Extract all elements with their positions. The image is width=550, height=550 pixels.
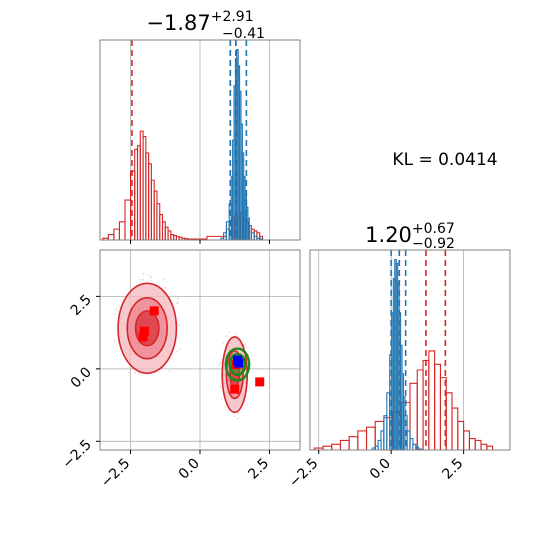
p2-ytick-label: 0.0 <box>68 364 95 391</box>
joint-density-panel: −2.5 0.0 2.5 −2.5 0.0 2.5 <box>59 249 301 491</box>
p1-series-blue <box>220 48 264 240</box>
p2-ytick-label: −2.5 <box>59 437 94 472</box>
p2-sample-point <box>176 350 179 353</box>
p3-xtick-label: −2.5 <box>286 456 321 491</box>
panel3-title-value: 1.20 <box>365 223 412 247</box>
p2-sample-point <box>224 406 227 408</box>
p2-sample-point <box>128 371 130 374</box>
p2-sample-point <box>138 372 140 375</box>
p3-bin <box>486 445 494 450</box>
panel1-title: −1.87+2.91 <box>146 9 253 35</box>
p3-xtick-label: 0.0 <box>367 456 394 483</box>
p2-sample-point <box>219 384 222 387</box>
panel1-histograms <box>102 48 264 240</box>
green-contour-level-1 <box>224 347 251 382</box>
red-square-marker <box>230 384 240 394</box>
panel3-title-lower: −0.92 <box>412 236 455 252</box>
p2-sample-point <box>222 342 225 345</box>
red-square-marker <box>149 306 159 316</box>
p2-sample-point <box>219 361 221 364</box>
p2-sample-point <box>113 313 116 315</box>
p2-sample-point <box>163 278 166 281</box>
panel3-frame <box>309 249 511 451</box>
p2-sample-point <box>228 331 231 334</box>
red-square-marker <box>139 326 149 336</box>
p2-sample-point <box>169 292 171 294</box>
p2-sample-point <box>169 370 171 372</box>
panel1-title-value: −1.87 <box>146 11 210 35</box>
panel1-quantile-lines <box>131 40 248 240</box>
panel3-quantile-lines <box>390 250 447 450</box>
red-square-marker <box>255 377 265 387</box>
p2-sample-point <box>233 415 236 418</box>
panel3-title-upper: +0.67 <box>412 221 455 237</box>
p2-sample-point <box>134 371 136 374</box>
p2-xtick-label: −2.5 <box>98 456 133 491</box>
p2-sample-point <box>237 417 239 420</box>
p2-ytick-label: 2.5 <box>68 292 95 319</box>
panel1-title-lower: −0.41 <box>222 26 265 42</box>
p2-sample-point <box>115 308 118 310</box>
p2-sample-point <box>177 301 179 304</box>
panel1-tick-marks <box>130 240 270 244</box>
p2-sample-point <box>150 276 153 279</box>
p2-sample-point <box>177 297 179 300</box>
marginal-histogram-param1: −1.87+2.91 −0.41 <box>99 9 301 244</box>
panel3-title: 1.20+0.67 <box>365 221 455 247</box>
p2-xtick-label: 0.0 <box>176 456 203 483</box>
panel3-ticks: −2.5 0.0 2.5 <box>286 450 466 491</box>
p3-xtick-label: 2.5 <box>439 456 466 483</box>
p2-sample-point <box>218 364 221 366</box>
p2-sample-point <box>148 274 151 277</box>
p2-sample-point <box>164 286 167 289</box>
p2-sample-point <box>114 339 116 341</box>
p2-sample-point <box>245 403 248 406</box>
p2-sample-point <box>244 343 247 345</box>
p2-sample-point <box>235 333 237 336</box>
blue-square-marker <box>234 358 244 368</box>
p2-sample-point <box>218 386 221 389</box>
p2-xtick-label: 2.5 <box>245 456 272 483</box>
p2-sample-point <box>179 348 182 350</box>
p2-sample-point <box>237 412 239 414</box>
p2-sample-point <box>142 278 144 281</box>
panel1-title-upper: +2.91 <box>211 9 254 25</box>
p1-series-red <box>102 130 264 240</box>
kl-divergence-label: KL = 0.0414 <box>392 150 497 170</box>
marginal-histogram-param2: −2.5 0.0 2.5 1.20+0.67 −0.92 <box>286 221 511 491</box>
p2-sample-point <box>139 278 142 281</box>
red-square-marker <box>138 332 148 342</box>
p2-sample-point <box>142 272 145 275</box>
p2-sample-point <box>178 324 180 327</box>
p2-sample-point <box>226 335 228 337</box>
p2-sample-point <box>220 398 223 400</box>
panel2-markers <box>138 306 265 394</box>
p3-series-red <box>313 350 494 450</box>
